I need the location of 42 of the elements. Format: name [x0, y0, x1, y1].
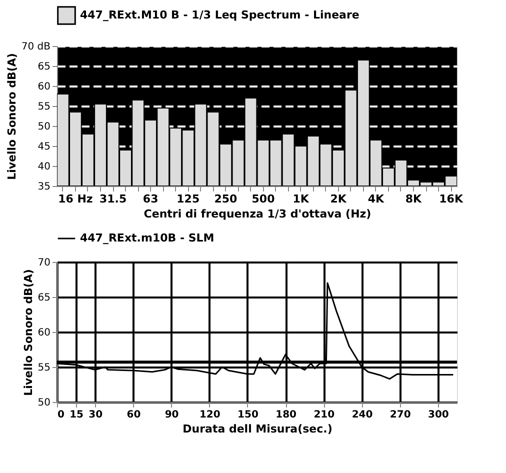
x-tick-label: 15	[70, 410, 84, 420]
y-tick-label: 45	[38, 142, 50, 152]
y-axis-title: Livello Sonoro dB(A)	[22, 269, 35, 396]
x-tick-label: 300	[428, 410, 449, 420]
y-tick-label: 50	[38, 398, 50, 408]
x-tick-label: 500	[252, 192, 276, 206]
x-tick-label: 0	[58, 410, 64, 420]
y-tick-label: 35	[38, 182, 50, 192]
y-tick-label: 70	[38, 258, 50, 268]
x-tick-label: 90	[164, 410, 179, 420]
x-tick-label: 150	[238, 410, 258, 420]
x-tick-label: 4K	[368, 192, 384, 206]
x-tick-label: 180	[276, 410, 297, 420]
y-axis-title: Livello Sonoro dB(A)	[5, 53, 18, 180]
x-tick-label: 16 Hz	[58, 192, 93, 206]
x-tick-label: 270	[390, 410, 411, 420]
legend-label: 447_RExt.m10B - SLM	[80, 232, 214, 244]
y-tick-label: 60	[38, 82, 50, 92]
y-tick-label: 40	[38, 162, 50, 172]
y-tick-label: 55	[38, 102, 50, 112]
x-tick-label: 60	[126, 410, 141, 420]
y-tick-label: 70 dB	[21, 42, 51, 52]
x-tick-label: 8K	[405, 192, 422, 206]
x-tick-label: 2K	[330, 192, 347, 206]
x-tick-label: 250	[214, 192, 238, 206]
x-tick-label: 16K	[439, 192, 464, 206]
x-tick-label: 31.5	[99, 192, 127, 206]
x-tick-label: 30	[88, 410, 103, 420]
x-axis-title: Centri di frequenza 1/3 d'ottava (Hz)	[144, 208, 372, 220]
x-tick-label: 125	[176, 192, 200, 206]
x-tick-label: 120	[199, 410, 220, 420]
y-tick-label: 55	[38, 362, 50, 374]
y-tick-label: 65	[38, 62, 50, 72]
y-tick-label: 50	[38, 122, 50, 132]
y-tick-label: 65	[38, 292, 50, 304]
x-tick-label: 1K	[292, 192, 310, 206]
legend-label: 447_RExt.M10 B - 1/3 Leq Spectrum - Lineare	[80, 8, 360, 22]
x-tick-label: 240	[352, 410, 373, 420]
x-tick-label: 210	[314, 410, 335, 420]
x-axis-title: Durata dell Misura(sec.)	[182, 422, 332, 436]
y-tick-label: 60	[38, 328, 50, 338]
x-tick-label: 63	[142, 192, 158, 206]
